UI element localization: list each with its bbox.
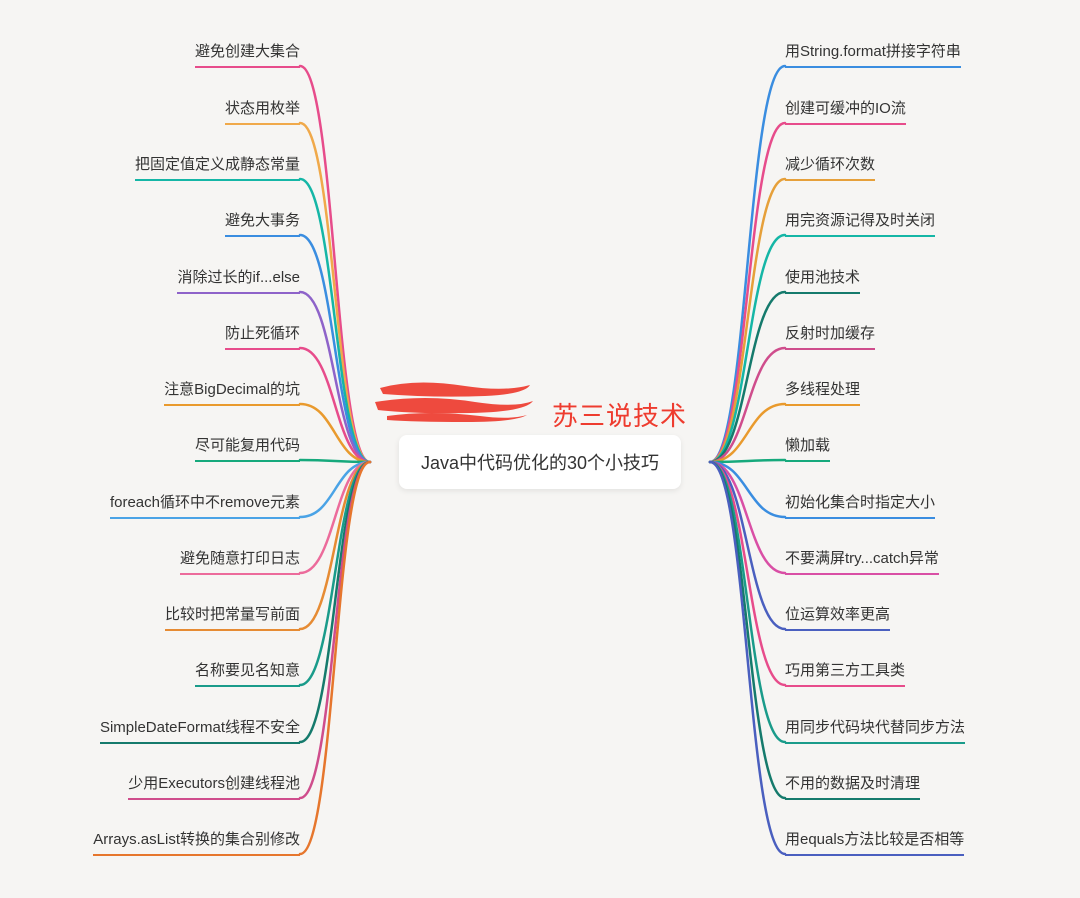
watermark-brush [375,380,535,427]
left-node[interactable]: 避免随意打印日志 [180,549,300,575]
left-node[interactable]: 少用Executors创建线程池 [128,774,300,800]
right-node[interactable]: 巧用第三方工具类 [785,661,905,687]
left-node[interactable]: 防止死循环 [225,324,300,350]
right-node[interactable]: 用String.format拼接字符串 [785,42,961,68]
right-node[interactable]: 用完资源记得及时关闭 [785,211,935,237]
right-node[interactable]: 反射时加缓存 [785,324,875,350]
right-node[interactable]: 懒加载 [785,436,830,462]
left-node[interactable]: SimpleDateFormat线程不安全 [100,718,300,744]
right-node[interactable]: 减少循环次数 [785,155,875,181]
watermark-text: 苏三说技术 [552,396,687,433]
center-topic[interactable]: Java中代码优化的30个小技巧 [399,435,681,489]
left-node[interactable]: foreach循环中不remove元素 [110,493,300,519]
right-node[interactable]: 位运算效率更高 [785,605,890,631]
right-node[interactable]: 用同步代码块代替同步方法 [785,718,965,744]
left-node[interactable]: 尽可能复用代码 [195,436,300,462]
right-node[interactable]: 不用的数据及时清理 [785,774,920,800]
left-node[interactable]: Arrays.asList转换的集合别修改 [93,830,300,856]
right-node[interactable]: 用equals方法比较是否相等 [785,830,964,856]
left-node[interactable]: 名称要见名知意 [195,661,300,687]
right-node[interactable]: 创建可缓冲的IO流 [785,99,906,125]
left-node[interactable]: 避免创建大集合 [195,42,300,68]
left-node[interactable]: 消除过长的if...else [177,268,300,294]
left-node[interactable]: 把固定值定义成静态常量 [135,155,300,181]
left-node[interactable]: 注意BigDecimal的坑 [164,380,300,406]
left-node[interactable]: 避免大事务 [225,211,300,237]
right-node[interactable]: 初始化集合时指定大小 [785,493,935,519]
left-node[interactable]: 状态用枚举 [225,99,300,125]
left-node[interactable]: 比较时把常量写前面 [165,605,300,631]
right-node[interactable]: 使用池技术 [785,268,860,294]
mindmap-canvas: 苏三说技术 Java中代码优化的30个小技巧 避免创建大集合状态用枚举把固定值定… [0,0,1080,898]
right-node[interactable]: 多线程处理 [785,380,860,406]
right-node[interactable]: 不要满屏try...catch异常 [785,549,939,575]
